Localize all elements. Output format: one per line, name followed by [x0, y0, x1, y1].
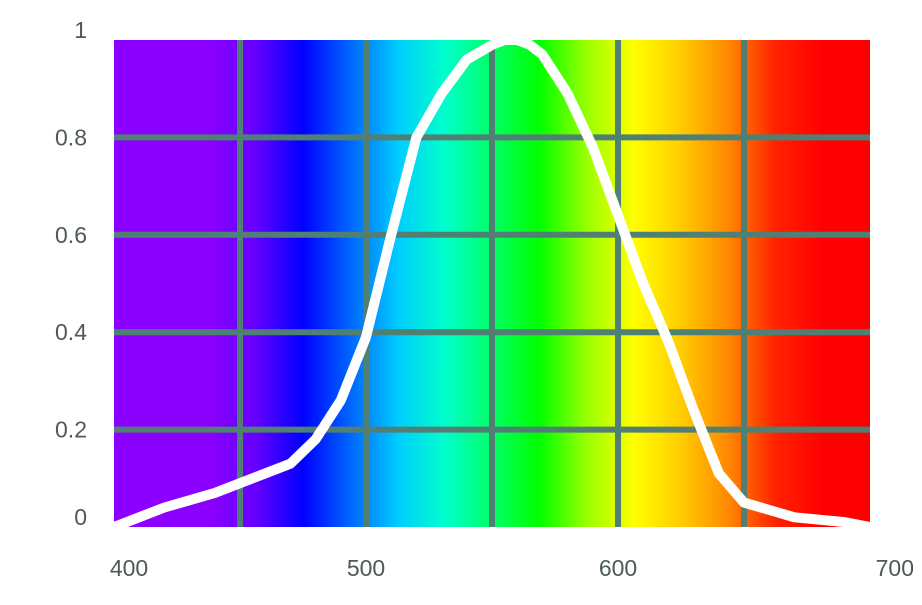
x-tick-label: 600	[599, 555, 637, 581]
x-tick-label: 400	[110, 555, 148, 581]
y-tick-label: 0	[74, 504, 87, 530]
x-tick-label: 700	[876, 555, 914, 581]
x-tick-label: 500	[347, 555, 385, 581]
y-tick-label: 0.8	[55, 124, 87, 150]
x-axis-ticks: 400 500 600 700	[110, 555, 914, 581]
series-layer	[109, 35, 875, 532]
y-tick-label: 0.2	[55, 417, 87, 443]
y-tick-label: 1	[74, 17, 87, 43]
series-line-0	[109, 35, 875, 532]
grid-lines	[114, 40, 870, 527]
y-axis-ticks: 0 0.2 0.4 0.6 0.8 1	[55, 17, 87, 530]
y-tick-label: 0.4	[55, 319, 87, 345]
y-tick-label: 0.6	[55, 222, 87, 248]
